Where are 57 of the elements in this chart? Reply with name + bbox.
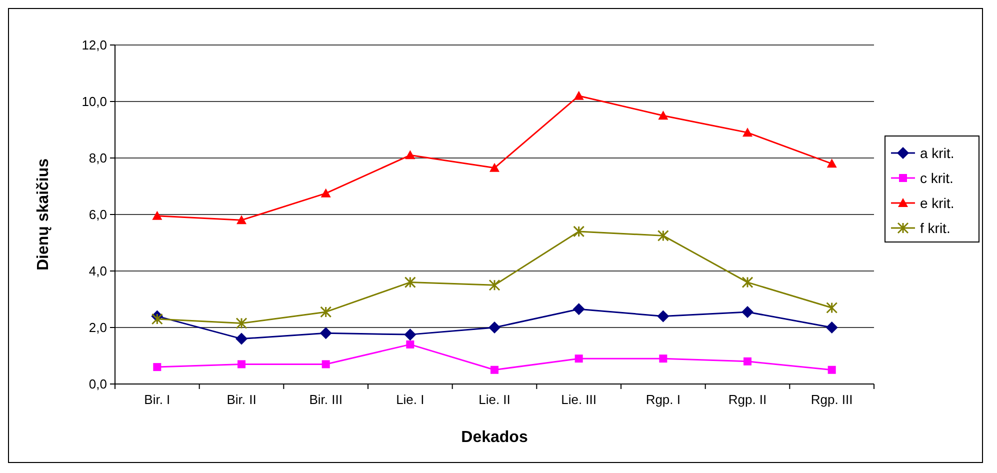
point [404, 276, 416, 288]
y-tick-label: 10,0 [82, 94, 107, 110]
x-axis-title: Dekados [461, 429, 528, 446]
point [657, 310, 670, 322]
point [574, 90, 584, 100]
x-tick-label: Bir. I [144, 392, 170, 407]
point [488, 322, 500, 334]
point [320, 327, 332, 340]
point [826, 302, 838, 314]
y-tick-label: 6,0 [88, 207, 107, 222]
point [574, 354, 583, 363]
point [405, 150, 416, 160]
y-tick-label: 2,0 [88, 320, 107, 336]
point [657, 230, 669, 242]
y-tick-label: 4,0 [88, 264, 107, 279]
point [153, 363, 162, 372]
x-tick-label: Rgp. II [728, 392, 767, 407]
x-tick-label: Lie. III [561, 392, 597, 407]
point [404, 328, 416, 341]
point [573, 226, 585, 238]
point [826, 158, 837, 168]
legend-label: a krit. [920, 144, 954, 161]
x-tick-label: Bir. II [226, 392, 256, 407]
point [490, 162, 500, 172]
point [236, 332, 248, 345]
point [406, 340, 414, 348]
point [658, 110, 668, 120]
point [490, 366, 498, 374]
point [320, 188, 331, 198]
point [572, 303, 585, 316]
point [238, 360, 246, 368]
point [828, 366, 836, 374]
legend-label: f krit. [920, 220, 950, 236]
point [659, 354, 668, 363]
x-tick-label: Rgp. III [810, 392, 853, 407]
x-tick-label: Lie. II [478, 392, 510, 407]
y-axis-title: Dienų skaičius [35, 158, 52, 271]
point [236, 318, 248, 330]
point [151, 313, 163, 325]
point [742, 128, 752, 137]
point [320, 306, 332, 318]
y-tick-label: 8,0 [88, 150, 107, 166]
point [742, 276, 754, 288]
point [826, 322, 838, 334]
y-tick-label: 12,0 [82, 38, 107, 53]
x-tick-label: Lie. I [396, 392, 424, 407]
point [744, 357, 752, 366]
point [742, 306, 754, 318]
y-tick-label: 0,0 [88, 376, 107, 392]
point [322, 360, 330, 368]
point [152, 210, 162, 220]
legend-label: e krit. [920, 194, 954, 211]
x-tick-label: Rgp. I [646, 392, 681, 407]
legend-label: c krit. [920, 170, 954, 186]
point [488, 279, 500, 291]
x-tick-label: Bir. III [309, 392, 342, 407]
point [236, 215, 246, 224]
